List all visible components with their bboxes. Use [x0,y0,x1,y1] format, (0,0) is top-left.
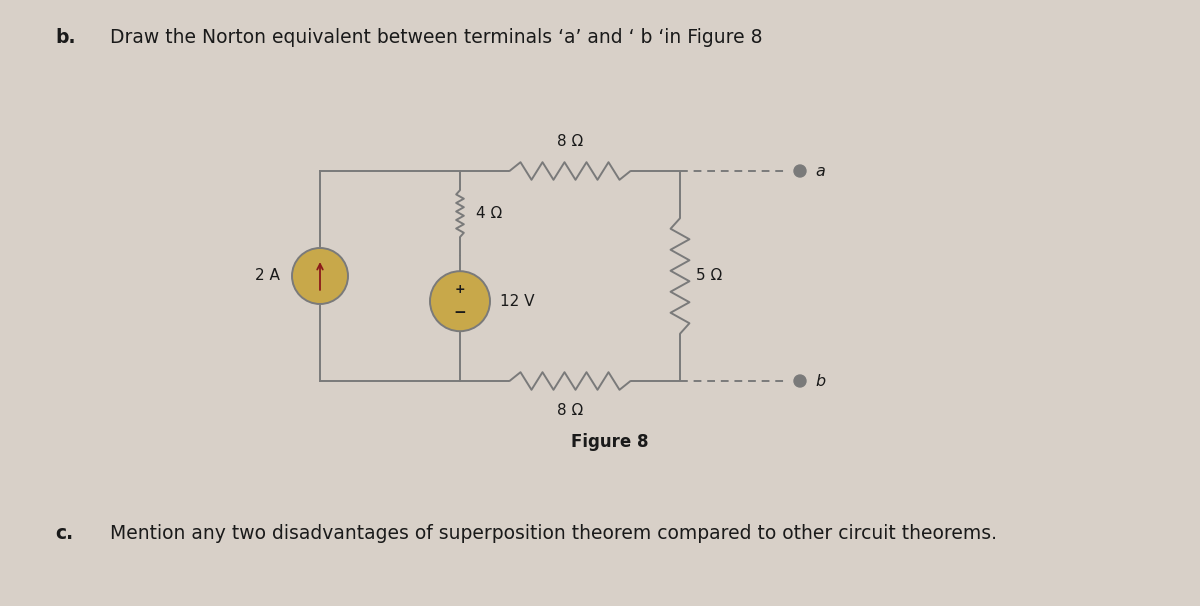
Text: 12 V: 12 V [500,294,534,308]
Text: 5 Ω: 5 Ω [696,268,722,284]
Text: 8 Ω: 8 Ω [557,134,583,149]
Circle shape [794,165,806,177]
Text: −: − [454,305,467,320]
Text: +: + [455,283,466,296]
Text: 8 Ω: 8 Ω [557,403,583,418]
Text: b.: b. [55,28,76,47]
Text: c.: c. [55,524,73,543]
Text: 2 A: 2 A [256,268,280,284]
Circle shape [292,248,348,304]
Circle shape [430,271,490,331]
Text: a: a [815,164,824,179]
Text: b: b [815,373,826,388]
Text: Draw the Norton equivalent between terminals ‘a’ and ‘ b ‘in Figure 8: Draw the Norton equivalent between termi… [110,28,762,47]
Text: Mention any two disadvantages of superposition theorem compared to other circuit: Mention any two disadvantages of superpo… [110,524,997,543]
Text: Figure 8: Figure 8 [571,433,649,451]
Circle shape [794,375,806,387]
Text: 4 Ω: 4 Ω [476,206,503,221]
